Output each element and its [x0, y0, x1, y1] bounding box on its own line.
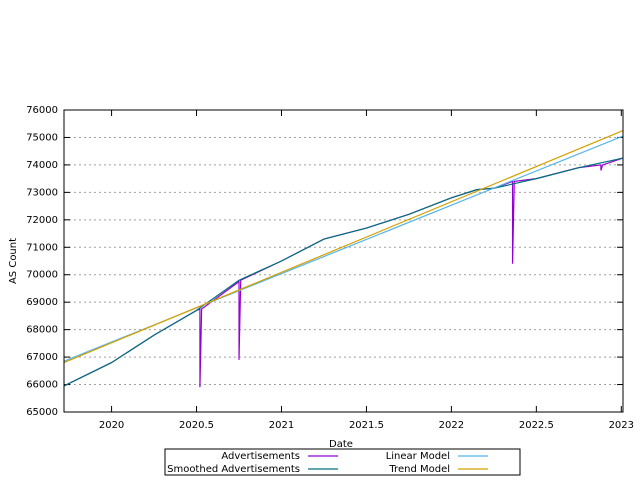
y-tick-label: 67000: [26, 352, 58, 363]
y-tick-label: 71000: [26, 242, 58, 253]
x-tick-label: 2022.5: [519, 420, 554, 431]
y-axis-label: AS Count: [8, 238, 19, 284]
x-tick-label: 2020.5: [179, 420, 214, 431]
y-tick-label: 76000: [26, 105, 58, 116]
x-tick-label: 2023: [609, 420, 634, 431]
y-tick-label: 65000: [26, 407, 58, 418]
legend-box: [164, 448, 521, 476]
y-tick-label: 66000: [26, 380, 58, 391]
series-line: [63, 157, 624, 387]
x-axis-label: Date: [329, 439, 353, 450]
legend-label: Smoothed Advertisements: [167, 464, 300, 475]
legend-label: Linear Model: [386, 451, 450, 462]
y-tick-label: 72000: [26, 215, 58, 226]
legend-label: Advertisements: [221, 451, 300, 462]
y-tick-label: 75000: [26, 132, 58, 143]
y-tick-label: 69000: [26, 297, 58, 308]
y-tick-label: 74000: [26, 160, 58, 171]
x-tick-label: 2022: [439, 420, 464, 431]
y-tick-label: 70000: [26, 270, 58, 281]
x-tick-label: 2021: [269, 420, 294, 431]
x-tick-label: 2021.5: [349, 420, 384, 431]
legend-label: Trend Model: [388, 464, 450, 475]
plot-frame: [63, 109, 624, 413]
x-tick-label: 2020: [99, 420, 124, 431]
y-tick-label: 68000: [26, 325, 58, 336]
y-tick-label: 73000: [26, 187, 58, 198]
series-line: [63, 130, 624, 364]
